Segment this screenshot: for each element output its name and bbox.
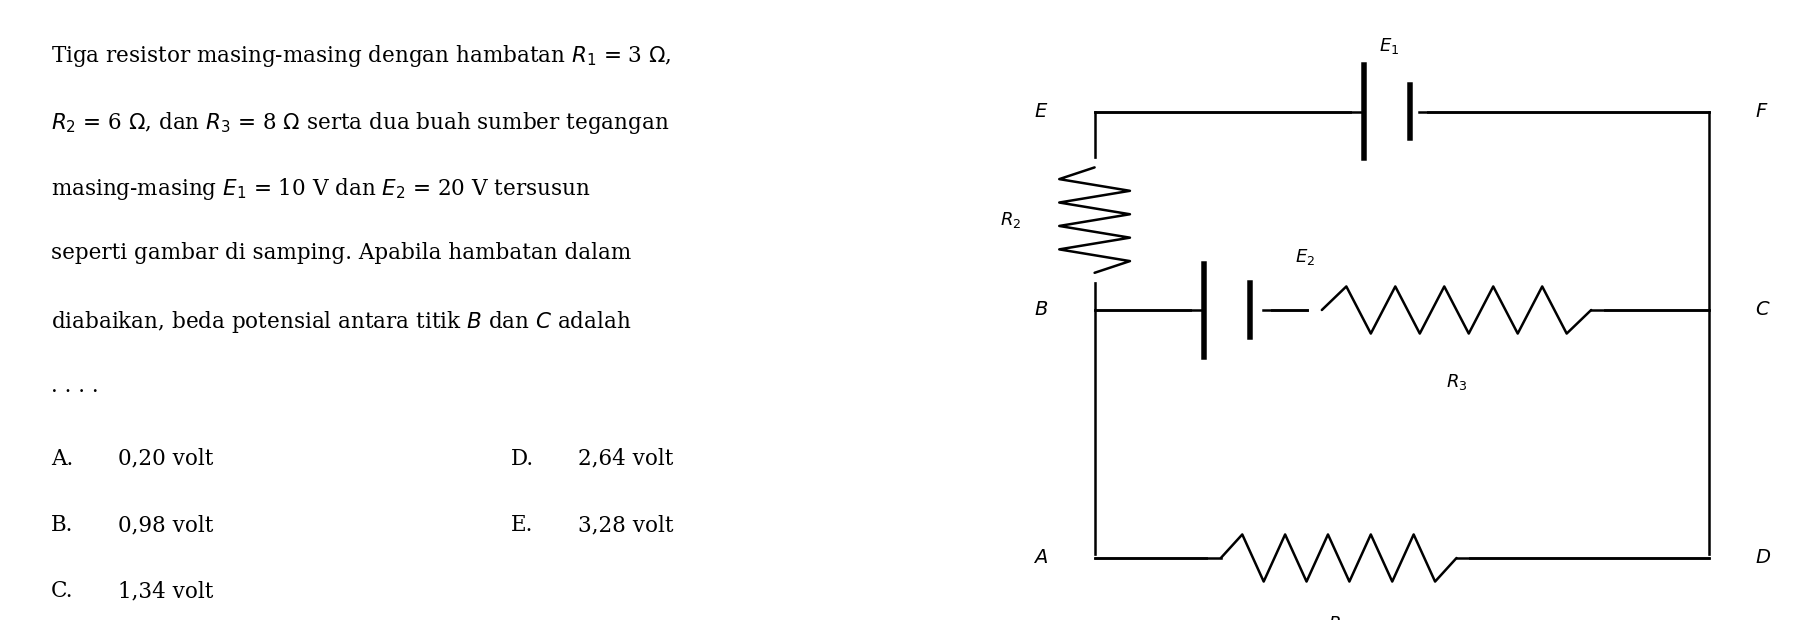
- Text: Tiga resistor masing-masing dengan hambatan $R_1$ = 3 $\Omega$,: Tiga resistor masing-masing dengan hamba…: [51, 43, 672, 69]
- Text: D.: D.: [510, 448, 534, 469]
- Text: . . . .: . . . .: [51, 375, 100, 397]
- Text: B.: B.: [51, 514, 74, 536]
- Text: 0,98 volt: 0,98 volt: [118, 514, 214, 536]
- Text: $E_2$: $E_2$: [1294, 247, 1316, 267]
- Text: A.: A.: [51, 448, 74, 469]
- Text: $R_1$: $R_1$: [1329, 614, 1350, 620]
- Text: $B$: $B$: [1034, 301, 1048, 319]
- Text: $C$: $C$: [1756, 301, 1770, 319]
- Text: $D$: $D$: [1756, 549, 1772, 567]
- Text: C.: C.: [51, 580, 74, 602]
- Text: 2,64 volt: 2,64 volt: [577, 448, 673, 469]
- Text: 1,34 volt: 1,34 volt: [118, 580, 214, 602]
- Text: $R_3$: $R_3$: [1446, 372, 1468, 392]
- Text: seperti gambar di samping. Apabila hambatan dalam: seperti gambar di samping. Apabila hamba…: [51, 242, 632, 264]
- Text: E.: E.: [510, 514, 534, 536]
- Text: 3,28 volt: 3,28 volt: [577, 514, 673, 536]
- Text: $R_2$ = 6 $\Omega$, dan $R_3$ = 8 $\Omega$ serta dua buah sumber tegangan: $R_2$ = 6 $\Omega$, dan $R_3$ = 8 $\Omeg…: [51, 110, 670, 136]
- Text: diabaikan, beda potensial antara titik $B$ dan $C$ adalah: diabaikan, beda potensial antara titik $…: [51, 309, 632, 335]
- Text: $E_1$: $E_1$: [1379, 36, 1399, 56]
- Text: masing-masing $E_1$ = 10 V dan $E_2$ = 20 V tersusun: masing-masing $E_1$ = 10 V dan $E_2$ = 2…: [51, 176, 590, 202]
- Text: $F$: $F$: [1756, 102, 1768, 121]
- Text: $A$: $A$: [1034, 549, 1048, 567]
- Text: 0,20 volt: 0,20 volt: [118, 448, 214, 469]
- Text: $R_2$: $R_2$: [999, 210, 1021, 230]
- Text: $E$: $E$: [1034, 102, 1048, 121]
